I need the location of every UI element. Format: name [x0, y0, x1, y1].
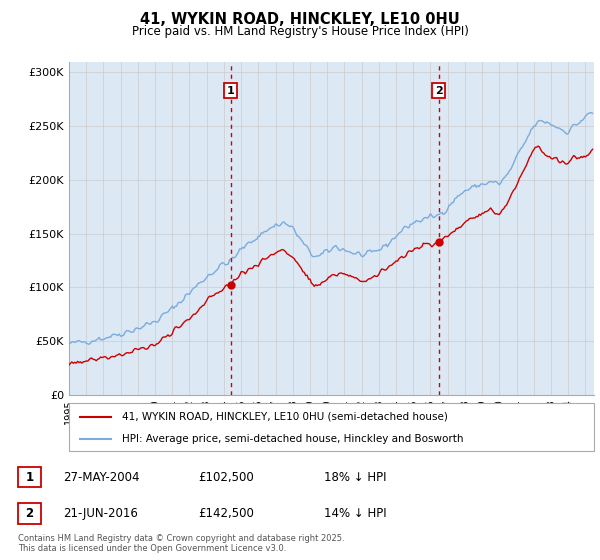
Text: 41, WYKIN ROAD, HINCKLEY, LE10 0HU: 41, WYKIN ROAD, HINCKLEY, LE10 0HU: [140, 12, 460, 27]
Text: 2: 2: [434, 86, 442, 96]
Text: Contains HM Land Registry data © Crown copyright and database right 2025.
This d: Contains HM Land Registry data © Crown c…: [18, 534, 344, 553]
Text: 1: 1: [227, 86, 235, 96]
Text: 27-MAY-2004: 27-MAY-2004: [63, 470, 139, 484]
Text: 18% ↓ HPI: 18% ↓ HPI: [324, 470, 386, 484]
Text: 41, WYKIN ROAD, HINCKLEY, LE10 0HU (semi-detached house): 41, WYKIN ROAD, HINCKLEY, LE10 0HU (semi…: [121, 412, 448, 422]
Text: £142,500: £142,500: [198, 507, 254, 520]
Text: 21-JUN-2016: 21-JUN-2016: [63, 507, 138, 520]
Text: £102,500: £102,500: [198, 470, 254, 484]
Text: 14% ↓ HPI: 14% ↓ HPI: [324, 507, 386, 520]
Text: Price paid vs. HM Land Registry's House Price Index (HPI): Price paid vs. HM Land Registry's House …: [131, 25, 469, 38]
Text: 2: 2: [25, 507, 34, 520]
Text: HPI: Average price, semi-detached house, Hinckley and Bosworth: HPI: Average price, semi-detached house,…: [121, 434, 463, 444]
Text: 1: 1: [25, 470, 34, 484]
